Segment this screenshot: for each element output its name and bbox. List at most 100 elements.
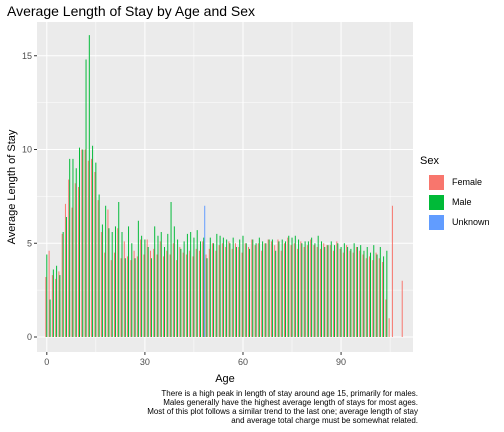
bar-male-age-78 xyxy=(301,243,303,337)
bar-male-age-38 xyxy=(170,202,172,337)
bar-female-age-55 xyxy=(225,247,227,337)
chart-title: Average Length of Stay by Age and Sex xyxy=(7,3,256,19)
bar-male-age-34 xyxy=(157,235,159,337)
bar-female-age-90 xyxy=(339,248,341,337)
bar-female-age-50 xyxy=(208,248,210,337)
bar-male-age-97 xyxy=(363,250,365,337)
bar-female-age-36 xyxy=(163,256,165,337)
bar-female-age-14 xyxy=(91,158,93,337)
bar-male-age-4 xyxy=(59,275,61,337)
bar-female-age-103 xyxy=(382,262,384,337)
bar-male-age-96 xyxy=(360,245,362,337)
x-tick-label: 90 xyxy=(336,357,346,367)
bar-female-age-109 xyxy=(401,280,403,337)
bar-female-age-99 xyxy=(369,256,371,337)
bar-male-age-64 xyxy=(255,243,257,337)
bar-female-age-66 xyxy=(261,250,263,337)
bar-male-age-21 xyxy=(114,226,116,337)
bar-male-age-57 xyxy=(232,237,234,337)
bar-female-age-47 xyxy=(199,250,200,337)
bar-male-age-1 xyxy=(49,299,51,337)
bar-female-age-89 xyxy=(336,241,338,337)
bar-female-age-77 xyxy=(297,248,299,337)
bar-male-age-27 xyxy=(134,258,136,337)
bar-female-age-68 xyxy=(267,239,269,337)
bar-female-age-34 xyxy=(156,254,158,337)
bar-male-age-93 xyxy=(350,248,352,337)
bar-male-age-95 xyxy=(356,247,358,337)
bar-female-age-38 xyxy=(169,254,171,337)
bar-female-age-43 xyxy=(185,254,187,337)
bar-female-age-85 xyxy=(323,243,325,337)
legend: Sex Female Male Unknown xyxy=(420,155,490,233)
bar-female-age-92 xyxy=(346,245,348,337)
bar-female-age-13 xyxy=(87,160,89,337)
bar-male-age-68 xyxy=(268,239,270,337)
bar-female-age-1 xyxy=(48,250,50,337)
bar-male-age-23 xyxy=(121,232,123,337)
bar-female-age-21 xyxy=(113,252,115,337)
bar-female-age-42 xyxy=(182,252,184,337)
bar-female-age-22 xyxy=(117,228,119,337)
bar-male-age-76 xyxy=(294,235,296,337)
legend-label-unknown: Unknown xyxy=(452,217,490,227)
bar-female-age-101 xyxy=(375,252,377,337)
bar-female-age-65 xyxy=(257,243,259,337)
x-axis-title: Age xyxy=(215,373,235,385)
bar-male-age-85 xyxy=(324,247,326,337)
bar-female-age-69 xyxy=(270,241,272,337)
bar-male-age-7 xyxy=(69,158,71,337)
bar-female-age-0 xyxy=(45,277,47,337)
bar-male-age-49 xyxy=(206,258,208,337)
bar-male-age-52 xyxy=(216,233,218,337)
bar-female-age-72 xyxy=(280,250,282,337)
bar-female-age-58 xyxy=(234,243,236,337)
bar-male-age-74 xyxy=(288,235,290,337)
y-axis-title: Average Length of Stay xyxy=(6,129,18,244)
bar-female-age-63 xyxy=(251,239,253,337)
bar-male-age-37 xyxy=(167,233,169,337)
bar-female-age-20 xyxy=(110,260,112,337)
bar-female-age-3 xyxy=(55,278,57,337)
bar-male-age-28 xyxy=(137,220,139,337)
bar-female-age-84 xyxy=(319,248,321,337)
bar-male-age-98 xyxy=(366,247,368,337)
bar-female-age-33 xyxy=(153,248,155,337)
bar-female-age-98 xyxy=(365,258,367,337)
bar-female-age-41 xyxy=(179,247,181,337)
bar-female-age-78 xyxy=(300,241,302,337)
bar-male-age-19 xyxy=(108,228,110,337)
bar-female-age-49 xyxy=(205,254,207,337)
bar-male-age-3 xyxy=(56,265,58,337)
legend-item-unknown: Unknown xyxy=(420,213,490,231)
bar-male-age-39 xyxy=(173,226,175,337)
bar-male-age-50 xyxy=(209,237,211,337)
bar-female-age-80 xyxy=(306,245,308,337)
bar-male-age-51 xyxy=(213,243,215,337)
legend-key-female xyxy=(429,174,444,190)
bar-male-age-17 xyxy=(101,224,103,337)
bar-male-age-24 xyxy=(124,258,126,337)
bar-female-age-62 xyxy=(248,247,250,337)
legend-key-unknown xyxy=(429,214,444,230)
bar-female-age-100 xyxy=(372,260,374,337)
bar-female-age-59 xyxy=(238,247,240,337)
bar-female-age-102 xyxy=(378,258,380,337)
bar-female-age-104 xyxy=(385,299,387,337)
bar-female-age-86 xyxy=(326,245,328,337)
bar-male-age-26 xyxy=(131,243,133,337)
bar-male-age-25 xyxy=(128,226,130,337)
bar-female-age-61 xyxy=(244,243,246,337)
legend-item-male: Male xyxy=(420,193,490,211)
bar-male-age-90 xyxy=(340,247,342,337)
bar-female-age-93 xyxy=(349,250,351,337)
bar-male-age-58 xyxy=(235,247,237,337)
bar-male-age-92 xyxy=(347,247,349,337)
bars xyxy=(45,35,403,337)
bar-female-age-29 xyxy=(140,239,142,337)
bar-male-age-45 xyxy=(193,237,195,337)
bar-female-age-54 xyxy=(221,243,223,337)
bar-female-age-81 xyxy=(310,239,312,337)
bar-male-age-84 xyxy=(320,241,322,337)
bar-female-age-60 xyxy=(241,252,243,337)
